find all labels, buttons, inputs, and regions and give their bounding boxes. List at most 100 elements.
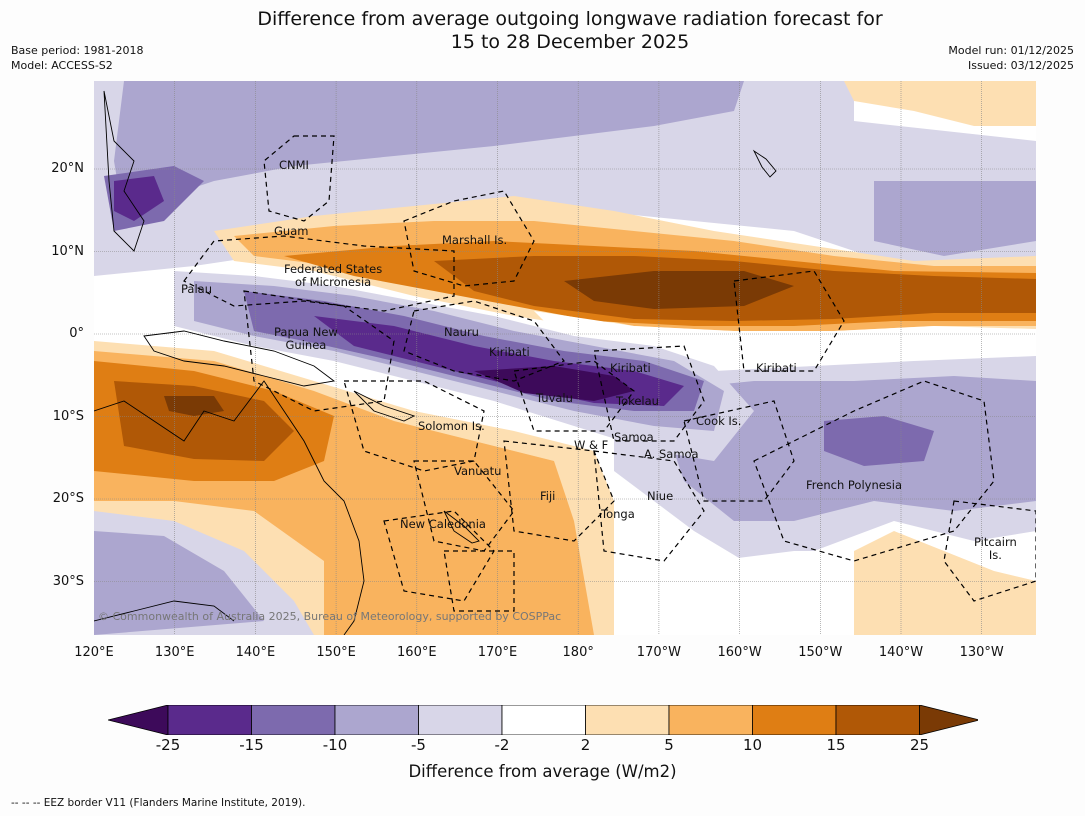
colorbar-segment (167, 705, 252, 735)
colorbar-tick-label: -2 (494, 736, 510, 754)
eez-tuvalu (513, 360, 635, 432)
label-palau: Palau (181, 282, 212, 296)
x-tick-label: 150°W (798, 645, 843, 660)
label-wallis-futuna: W & F (574, 438, 609, 452)
eez-newcal (383, 510, 495, 602)
colorbar-tick-label: -5 (411, 736, 426, 754)
anomaly-australia-darkbrown (164, 396, 224, 416)
x-tick-label: 140°W (878, 645, 924, 660)
colorbar-tick-label: -15 (239, 736, 264, 754)
label-kiribati-central: Kiribati (610, 361, 651, 375)
label-marshall: Marshall Is. (442, 233, 508, 247)
colorbar-tick-label: 5 (664, 736, 674, 754)
label-kiribati-east: Kiribati (756, 361, 797, 375)
anomaly-north-purple (114, 81, 744, 221)
anomaly-fp-deep-purple (824, 416, 934, 466)
issued-date: Issued: 03/12/2025 (967, 59, 1074, 72)
y-tick-label: 10°N (51, 243, 84, 259)
label-fsm-line2: of Micronesia (294, 275, 372, 289)
eez-vanuatu (413, 460, 515, 552)
anomaly-south-white (694, 551, 854, 635)
colorbar-segment (668, 705, 753, 735)
eez-fiji (503, 440, 615, 542)
graticule (94, 81, 1036, 635)
base-period: Base period: 1981-2018 (11, 44, 144, 57)
new-guinea-coast (143, 330, 336, 387)
eez-footnote: -- -- -- EEZ border V11 (Flanders Marine… (11, 797, 306, 809)
label-tuvalu: Tuvalu (536, 391, 573, 405)
label-solomon: Solomon Is. (418, 419, 485, 433)
coastlines (94, 90, 777, 635)
colorbar-title: Difference from average (W/m2) (408, 762, 677, 781)
colorbar-segment (835, 705, 920, 735)
colorbar-tick-label: 10 (742, 736, 763, 754)
eez-kiribati-w (403, 300, 565, 382)
label-pitcairn: Pitcairn Is. (974, 536, 1017, 562)
eez-png (243, 290, 395, 412)
new-zealand-coast (94, 600, 235, 622)
label-pitcairn-line1: Pitcairn (974, 535, 1017, 549)
solomon-coast (353, 390, 416, 422)
colorbar-segment (585, 705, 670, 735)
anomaly-southeast-peach-corner (854, 531, 1036, 635)
copyright-notice: © Commonwealth of Australia 2025, Bureau… (98, 610, 562, 623)
label-fiji: Fiji (540, 489, 556, 503)
y-tick-label: 0° (69, 326, 84, 341)
label-niue: Niue (647, 489, 674, 503)
eez-kiribati-c (733, 270, 845, 372)
x-tick-label: 170°E (477, 645, 518, 660)
y-tick-label: 30°S (52, 573, 84, 589)
new-caledonia-coast (443, 510, 480, 544)
anomaly-northeast-purple (874, 181, 1036, 256)
colorbar-tick-label: -25 (155, 736, 181, 754)
label-cook: Cook Is. (696, 414, 742, 428)
eez-tonga-niue (593, 450, 705, 562)
colorbar-segment (251, 705, 336, 735)
x-tick-label: 140°E (235, 645, 276, 660)
meta-left: Base period: 1981-2018 Model: ACCESS-S2 (11, 43, 143, 73)
label-fsm: Federated States of Micronesia (284, 263, 382, 289)
label-samoa: Samoa (614, 430, 654, 444)
colorbar-tick-label: 25 (909, 736, 930, 754)
eez-kermadec (443, 550, 515, 612)
model-run: Model run: 01/12/2025 (948, 44, 1074, 57)
colorbar (108, 705, 978, 735)
label-cnmi: CNMI (279, 158, 309, 172)
y-tick-label: 20°N (51, 161, 84, 176)
map-area[interactable]: CNMI Guam Marshall Is. Federated States … (94, 81, 1036, 635)
label-png-line1: Papua New (274, 325, 338, 339)
philippines-coast (103, 90, 145, 252)
hawaii-coast (752, 149, 777, 178)
y-tick-label: 20°S (52, 491, 84, 506)
x-tick-label: 130°E (154, 645, 195, 660)
x-tick-label: 150°E (316, 645, 356, 660)
label-guam: Guam (274, 224, 309, 238)
eez-borders (183, 135, 1036, 612)
anomaly-northeast-peach (844, 81, 1036, 126)
anomaly-philippines-deep (114, 176, 164, 221)
label-tonga: Tonga (601, 507, 635, 521)
x-tick-label: 170°W (636, 645, 681, 660)
label-fsm-line1: Federated States (284, 262, 383, 276)
colorbar-segment (334, 705, 419, 735)
x-tick-label: 130°W (959, 645, 1004, 660)
eez-cnmi (263, 135, 335, 222)
colorbar-segment (501, 705, 586, 735)
eez-cook (683, 400, 795, 502)
label-kiribati-west: Kiribati (489, 345, 530, 359)
colorbar-tick-label: 2 (580, 736, 591, 754)
colorbar-max-arrow (919, 705, 978, 735)
map-title: Difference from average outgoing longwav… (0, 8, 1085, 54)
anomaly-spcz-darkest (474, 366, 634, 401)
eez-fsm (183, 235, 455, 312)
anomaly-southwest-purple (94, 531, 264, 635)
colorbar-min-arrow (108, 705, 169, 735)
colorbar-tick-label: 15 (826, 736, 846, 754)
label-american-samoa: A. Samoa (644, 447, 699, 461)
title-line-2: 15 to 28 December 2025 (450, 31, 690, 53)
x-tick-label: 120°E (74, 645, 114, 660)
label-pitcairn-line2: Is. (988, 548, 1002, 562)
x-tick-label: 160°E (397, 645, 437, 660)
y-tick-label: 10°S (52, 408, 84, 424)
eez-solomon (343, 380, 485, 472)
